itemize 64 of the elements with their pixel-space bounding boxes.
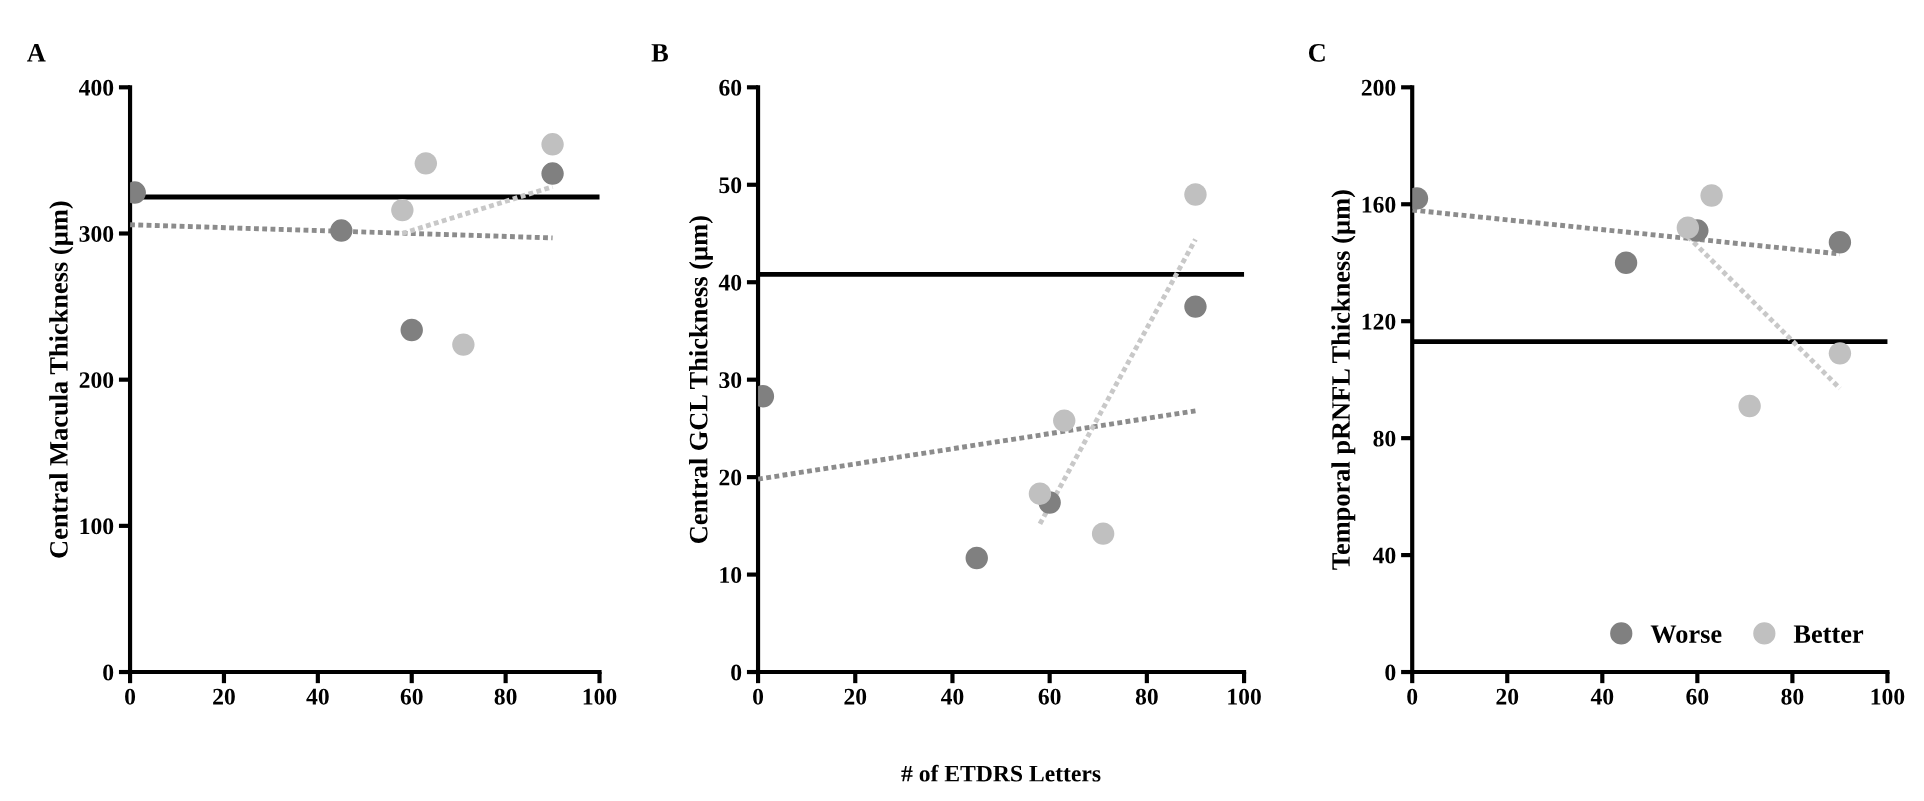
y-tick-label: 300 <box>79 225 114 242</box>
y-tick-label: 100 <box>80 518 114 535</box>
x-tick-label: 0 <box>753 688 764 705</box>
y-tick-label: 120 <box>1362 313 1396 330</box>
x-tick-label: 40 <box>1590 688 1614 705</box>
y-tick-label: 200 <box>1361 79 1396 96</box>
y-tick-label: 160 <box>1362 196 1396 213</box>
point <box>1700 184 1723 207</box>
point <box>330 219 353 242</box>
x-tick-label: 60 <box>1686 688 1709 705</box>
y-tick-label: 400 <box>79 79 114 96</box>
x-axis-title: # of ETDRS Letters <box>901 764 1101 782</box>
x-tick-label: 60 <box>400 688 423 705</box>
point <box>1828 231 1852 254</box>
y-tick-label: 200 <box>79 372 114 389</box>
y-tick-label: 40 <box>1372 547 1396 564</box>
point <box>1738 394 1761 418</box>
legend-label: Better <box>1793 625 1864 643</box>
chart-title: B <box>651 44 668 62</box>
point <box>1676 216 1700 239</box>
y-tick-label: 0 <box>103 664 114 681</box>
x-tick-label: 100 <box>1228 688 1261 705</box>
point <box>391 198 414 222</box>
y-tick-label: 30 <box>719 372 742 389</box>
x-tick-label: 80 <box>494 688 517 705</box>
y-tick-label: 0 <box>1385 664 1396 681</box>
x-tick-label: 20 <box>1496 688 1519 705</box>
y-tick-label: 10 <box>720 567 742 584</box>
x-tick-label: 40 <box>306 688 329 705</box>
point <box>541 133 564 156</box>
point <box>452 333 475 356</box>
x-tick-label: 100 <box>1871 688 1905 705</box>
y-tick-label: 80 <box>1373 430 1396 447</box>
point <box>1828 342 1852 365</box>
point <box>1053 409 1076 432</box>
y-tick-label: 20 <box>719 469 742 486</box>
point <box>400 318 423 342</box>
x-tick-label: 0 <box>1407 688 1418 705</box>
point <box>1028 482 1052 505</box>
x-tick-label: 100 <box>583 688 617 705</box>
point <box>965 546 988 570</box>
x-tick-label: 20 <box>844 688 867 705</box>
point <box>541 162 564 185</box>
x-tick-label: 20 <box>213 688 235 705</box>
point <box>1091 522 1115 545</box>
chart-title: A <box>27 44 46 62</box>
x-tick-label: 80 <box>1781 688 1804 705</box>
y-axis-title: Central GCL Thickness (µm) <box>688 216 713 543</box>
point <box>414 152 438 175</box>
x-tick-label: 0 <box>125 688 136 705</box>
y-axis-title: Temporal pRNFL Thickness (µm) <box>1331 190 1356 570</box>
y-tick-label: 60 <box>719 79 742 96</box>
point <box>1614 251 1638 274</box>
y-tick-label: 50 <box>719 177 742 194</box>
x-tick-label: 80 <box>1135 688 1158 705</box>
chart-title: C <box>1308 43 1325 62</box>
x-tick-label: 40 <box>940 688 964 705</box>
y-axis-title: Central Macula Thickness (µm) <box>49 201 74 558</box>
y-tick-label: 40 <box>718 274 742 291</box>
legend-label: Worse <box>1650 625 1722 644</box>
x-tick-label: 60 <box>1038 688 1061 705</box>
point <box>1184 295 1207 318</box>
point <box>1184 183 1207 206</box>
y-tick-label: 0 <box>731 664 742 681</box>
